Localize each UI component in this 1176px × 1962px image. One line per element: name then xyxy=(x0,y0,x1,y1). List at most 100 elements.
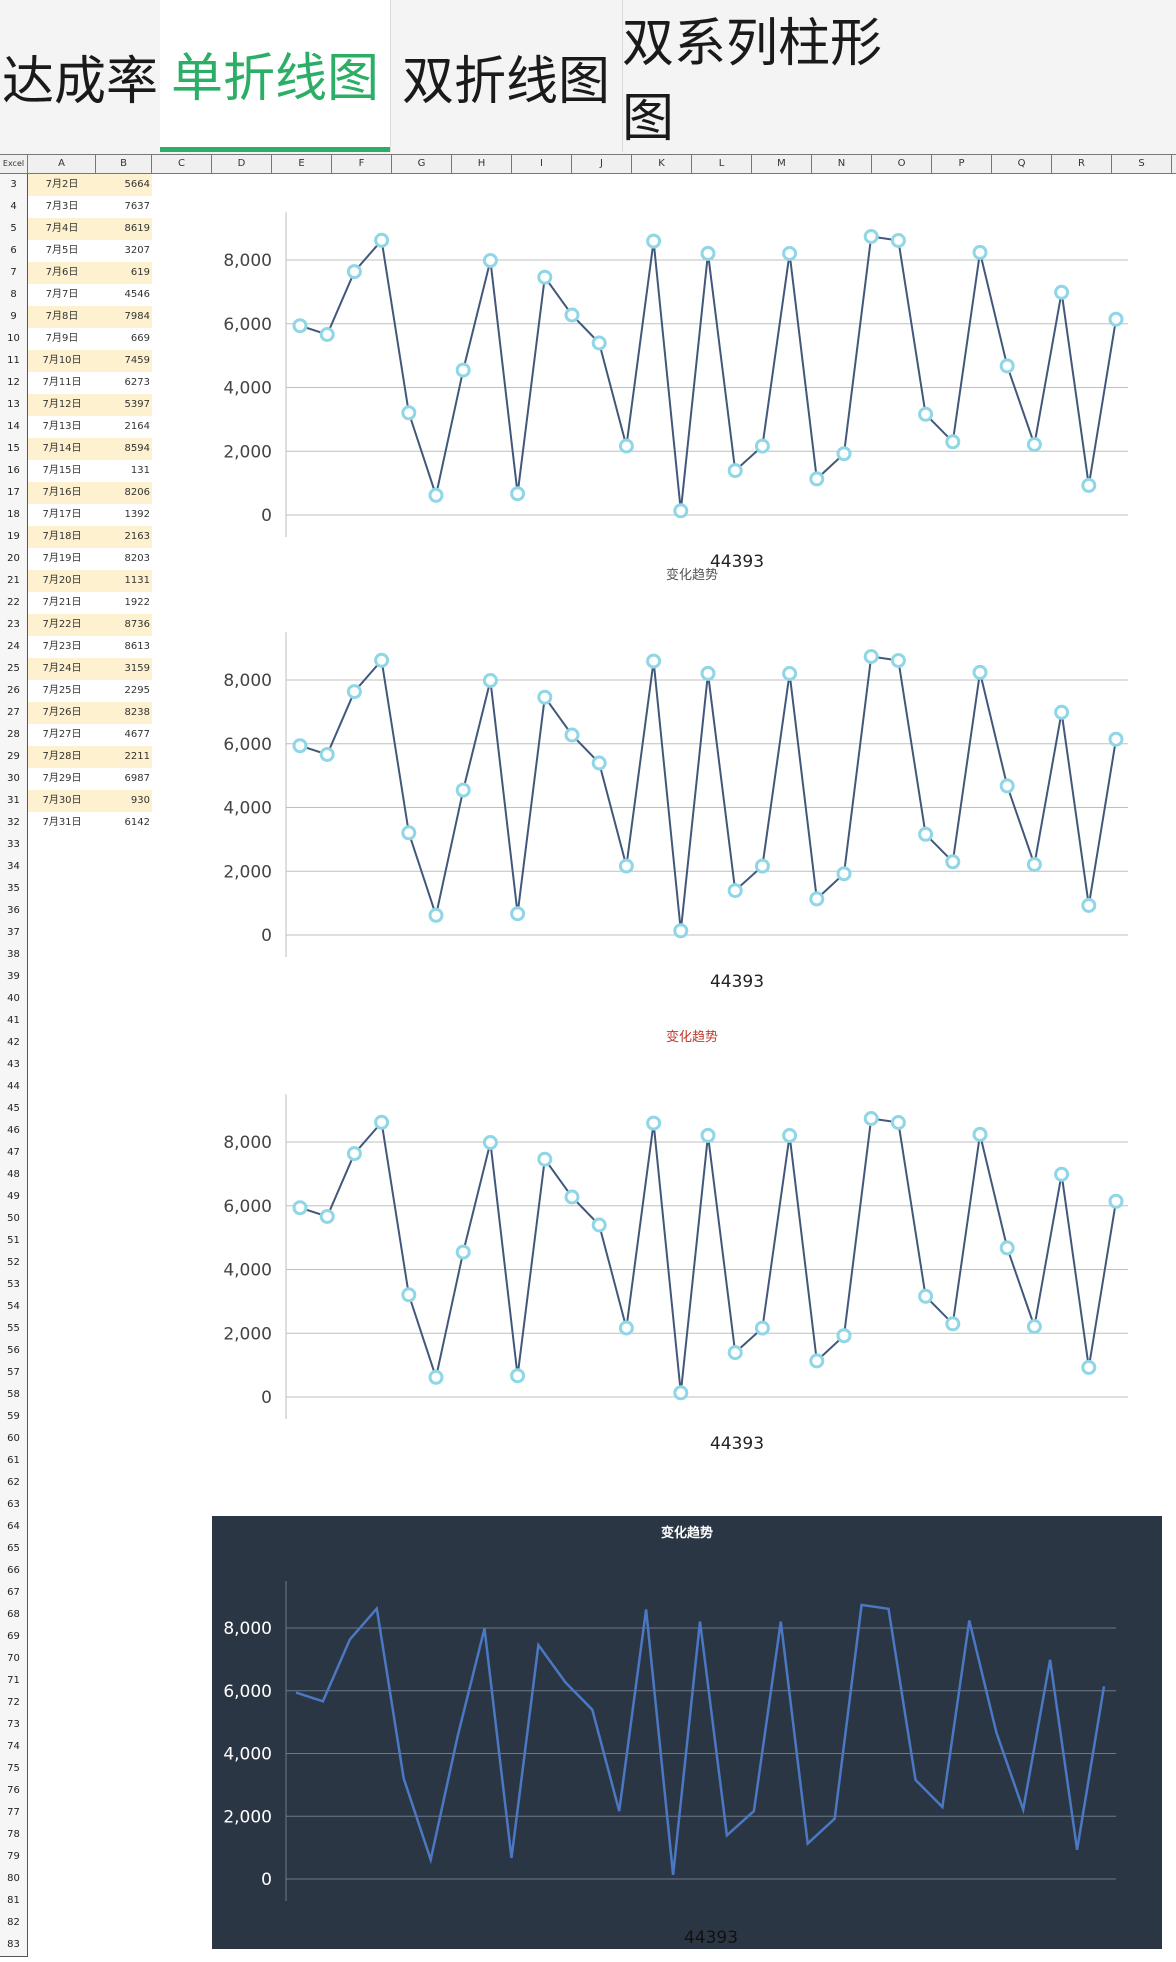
row-header[interactable]: 77 xyxy=(0,1802,28,1825)
column-header[interactable]: R xyxy=(1052,155,1112,173)
cell-date[interactable]: 7月12日 xyxy=(28,394,96,416)
row-header[interactable]: 65 xyxy=(0,1538,28,1561)
column-header[interactable]: G xyxy=(392,155,452,173)
row-header[interactable]: 72 xyxy=(0,1692,28,1715)
column-header[interactable]: S xyxy=(1112,155,1172,173)
row-header[interactable]: 13 xyxy=(0,394,28,417)
row-header[interactable]: 39 xyxy=(0,966,28,989)
row-header[interactable]: 52 xyxy=(0,1252,28,1275)
cell-date[interactable]: 7月3日 xyxy=(45,201,79,212)
cell-value[interactable]: 2211 xyxy=(96,746,152,768)
column-header[interactable]: C xyxy=(152,155,212,173)
cell-value[interactable]: 3159 xyxy=(96,658,152,680)
row-header[interactable]: 7 xyxy=(0,262,28,285)
row-header[interactable]: 53 xyxy=(0,1274,28,1297)
cell-value[interactable]: 2164 xyxy=(124,421,150,432)
cell-date[interactable]: 7月24日 xyxy=(28,658,96,680)
row-header[interactable]: 31 xyxy=(0,790,28,813)
row-header[interactable]: 33 xyxy=(0,834,28,857)
cell-date[interactable]: 7月31日 xyxy=(42,817,82,828)
cell-date[interactable]: 7月16日 xyxy=(28,482,96,504)
row-header[interactable]: 45 xyxy=(0,1098,28,1121)
cell-value[interactable]: 6987 xyxy=(124,773,150,784)
cell-value[interactable]: 8736 xyxy=(96,614,152,636)
column-header[interactable]: Q xyxy=(992,155,1052,173)
column-header[interactable]: K xyxy=(632,155,692,173)
cell-date[interactable]: 7月4日 xyxy=(28,218,96,240)
cell-date[interactable]: 7月20日 xyxy=(28,570,96,592)
column-header[interactable]: I xyxy=(512,155,572,173)
cell-value[interactable]: 131 xyxy=(130,465,150,476)
cell-date[interactable]: 7月2日 xyxy=(28,174,96,196)
row-header[interactable]: 48 xyxy=(0,1164,28,1187)
row-header[interactable]: 67 xyxy=(0,1582,28,1605)
row-header[interactable]: 26 xyxy=(0,680,28,703)
cell-date[interactable]: 7月8日 xyxy=(28,306,96,328)
row-header[interactable]: 75 xyxy=(0,1758,28,1781)
cell-value[interactable]: 930 xyxy=(96,790,152,812)
row-header[interactable]: 56 xyxy=(0,1340,28,1363)
cell-date[interactable]: 7月23日 xyxy=(42,641,82,652)
row-header[interactable]: 22 xyxy=(0,592,28,615)
row-header[interactable]: 19 xyxy=(0,526,28,549)
column-header[interactable]: J xyxy=(572,155,632,173)
row-header[interactable]: 14 xyxy=(0,416,28,439)
line-chart-2[interactable]: 变化趋势 0 2,000 4,000 6,000 8,000 44393 xyxy=(212,568,1172,1000)
row-header[interactable]: 55 xyxy=(0,1318,28,1341)
row-header[interactable]: 59 xyxy=(0,1406,28,1429)
row-header[interactable]: 29 xyxy=(0,746,28,769)
row-header[interactable]: 54 xyxy=(0,1296,28,1319)
row-header[interactable]: 3 xyxy=(0,174,28,197)
row-header[interactable]: 43 xyxy=(0,1054,28,1077)
cell-date[interactable]: 7月17日 xyxy=(42,509,82,520)
row-header[interactable]: 82 xyxy=(0,1912,28,1935)
row-header[interactable]: 41 xyxy=(0,1010,28,1033)
column-header[interactable]: N xyxy=(812,155,872,173)
cell-date[interactable]: 7月10日 xyxy=(28,350,96,372)
row-header[interactable]: 4 xyxy=(0,196,28,219)
row-header[interactable]: 40 xyxy=(0,988,28,1011)
row-header[interactable]: 47 xyxy=(0,1142,28,1165)
column-header[interactable]: A xyxy=(28,155,96,173)
tab-1[interactable]: 达成率 xyxy=(1,51,158,112)
row-header[interactable]: 44 xyxy=(0,1076,28,1099)
cell-date[interactable]: 7月30日 xyxy=(28,790,96,812)
sheet-corner[interactable]: Excel xyxy=(0,155,28,173)
cell-value[interactable]: 8594 xyxy=(96,438,152,460)
cell-date[interactable]: 7月27日 xyxy=(42,729,82,740)
row-header[interactable]: 71 xyxy=(0,1670,28,1693)
column-header[interactable]: L xyxy=(692,155,752,173)
row-header[interactable]: 70 xyxy=(0,1648,28,1671)
row-header[interactable]: 11 xyxy=(0,350,28,373)
row-header[interactable]: 66 xyxy=(0,1560,28,1583)
cell-value[interactable]: 1392 xyxy=(124,509,150,520)
column-header[interactable]: E xyxy=(272,155,332,173)
cell-value[interactable]: 8238 xyxy=(96,702,152,724)
cell-value[interactable]: 5397 xyxy=(96,394,152,416)
cell-date[interactable]: 7月11日 xyxy=(42,377,82,388)
row-header[interactable]: 21 xyxy=(0,570,28,593)
column-header[interactable]: P xyxy=(932,155,992,173)
row-header[interactable]: 32 xyxy=(0,812,28,835)
cell-value[interactable]: 1131 xyxy=(96,570,152,592)
row-header[interactable]: 38 xyxy=(0,944,28,967)
row-header[interactable]: 36 xyxy=(0,900,28,923)
cell-value[interactable]: 7459 xyxy=(96,350,152,372)
row-header[interactable]: 80 xyxy=(0,1868,28,1891)
row-header[interactable]: 42 xyxy=(0,1032,28,1055)
cell-date[interactable]: 7月28日 xyxy=(28,746,96,768)
row-header[interactable]: 24 xyxy=(0,636,28,659)
cell-date[interactable]: 7月22日 xyxy=(28,614,96,636)
row-header[interactable]: 83 xyxy=(0,1934,28,1957)
cell-value[interactable]: 7637 xyxy=(124,201,150,212)
row-header[interactable]: 46 xyxy=(0,1120,28,1143)
column-header[interactable]: O xyxy=(872,155,932,173)
row-header[interactable]: 49 xyxy=(0,1186,28,1209)
row-header[interactable]: 20 xyxy=(0,548,28,571)
column-header[interactable]: B xyxy=(96,155,152,173)
row-header[interactable]: 74 xyxy=(0,1736,28,1759)
row-header[interactable]: 61 xyxy=(0,1450,28,1473)
cell-value[interactable]: 1922 xyxy=(124,597,150,608)
row-header[interactable]: 30 xyxy=(0,768,28,791)
row-header[interactable]: 17 xyxy=(0,482,28,505)
